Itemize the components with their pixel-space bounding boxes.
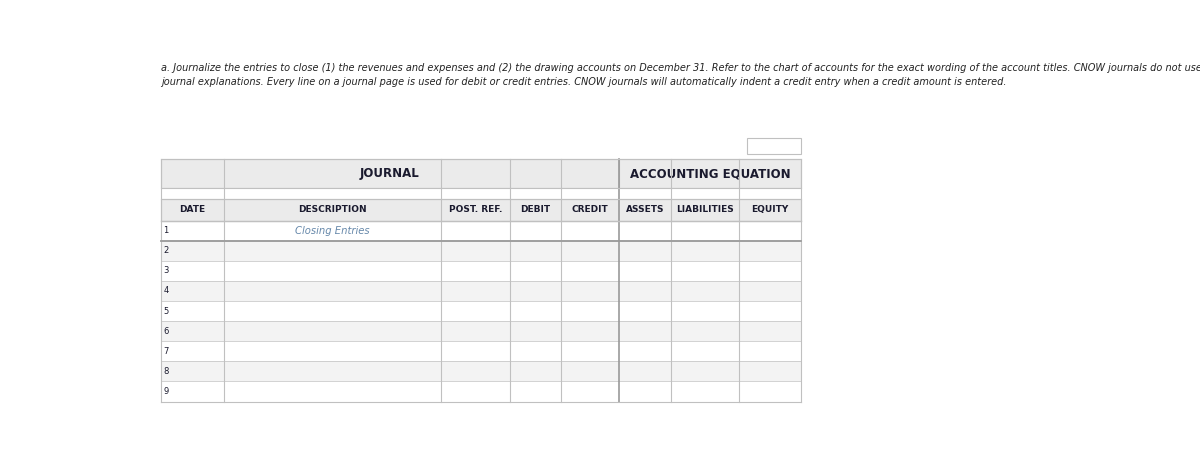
Bar — [161, 381, 802, 402]
Bar — [161, 221, 802, 241]
Text: 3: 3 — [163, 266, 168, 275]
Text: ACCOUNTING EQUATION: ACCOUNTING EQUATION — [630, 167, 791, 180]
Bar — [746, 138, 802, 154]
Bar — [161, 241, 802, 261]
Bar — [161, 159, 619, 188]
Text: 6: 6 — [163, 327, 168, 336]
Text: a. Journalize the entries to close (1) the revenues and expenses and (2) the dra: a. Journalize the entries to close (1) t… — [161, 63, 1200, 73]
Bar — [161, 281, 802, 301]
Text: DEBIT: DEBIT — [521, 205, 551, 214]
Text: 7: 7 — [163, 347, 168, 356]
Text: EQUITY: EQUITY — [751, 205, 788, 214]
Text: DATE: DATE — [179, 205, 205, 214]
Bar — [161, 199, 802, 221]
Text: 4: 4 — [163, 286, 168, 296]
Text: LIABILITIES: LIABILITIES — [676, 205, 733, 214]
Text: POST. REF.: POST. REF. — [449, 205, 502, 214]
Text: PAGE 10: PAGE 10 — [755, 141, 793, 151]
Text: ASSETS: ASSETS — [625, 205, 664, 214]
Text: JOURNAL: JOURNAL — [360, 167, 420, 180]
Bar — [161, 301, 802, 321]
Bar — [161, 361, 802, 381]
Bar — [161, 321, 802, 341]
Text: CREDIT: CREDIT — [571, 205, 608, 214]
Text: 9: 9 — [163, 387, 168, 396]
Text: 8: 8 — [163, 367, 168, 376]
Text: DESCRIPTION: DESCRIPTION — [298, 205, 366, 214]
Bar — [619, 159, 802, 188]
Bar — [161, 341, 802, 361]
Text: 5: 5 — [163, 307, 168, 316]
Bar — [161, 188, 802, 199]
Text: Closing Entries: Closing Entries — [295, 226, 370, 235]
Text: 1: 1 — [163, 226, 168, 235]
Text: journal explanations. Every line on a journal page is used for debit or credit e: journal explanations. Every line on a jo… — [161, 77, 1007, 87]
Bar — [161, 261, 802, 281]
Text: 2: 2 — [163, 246, 168, 255]
